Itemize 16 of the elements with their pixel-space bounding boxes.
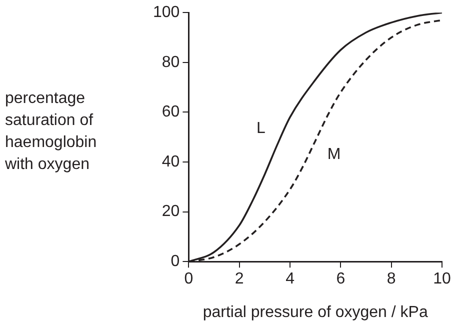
x-tick-label: 2 [234, 270, 244, 288]
y-tick-label: 100 [152, 4, 180, 22]
y-tick-label: 80 [162, 54, 180, 71]
y-tick-label: 40 [162, 153, 180, 170]
y-tick-label: 0 [170, 253, 180, 270]
series-label: L [256, 120, 266, 137]
series-label: M [327, 146, 341, 164]
y-axis-title: percentage saturation of haemoglobin with oxygen [5, 89, 98, 175]
x-tick-label: 10 [433, 270, 451, 288]
y-tick-label: 60 [162, 104, 180, 121]
x-axis-title: partial pressure of oxygen / kPa [202, 304, 428, 321]
x-tick-label: 8 [386, 270, 396, 288]
y-tick-label: 20 [162, 203, 180, 220]
x-tick-label: 0 [184, 270, 194, 288]
x-tick-label: 6 [336, 270, 346, 288]
x-tick-label: 4 [286, 270, 295, 288]
